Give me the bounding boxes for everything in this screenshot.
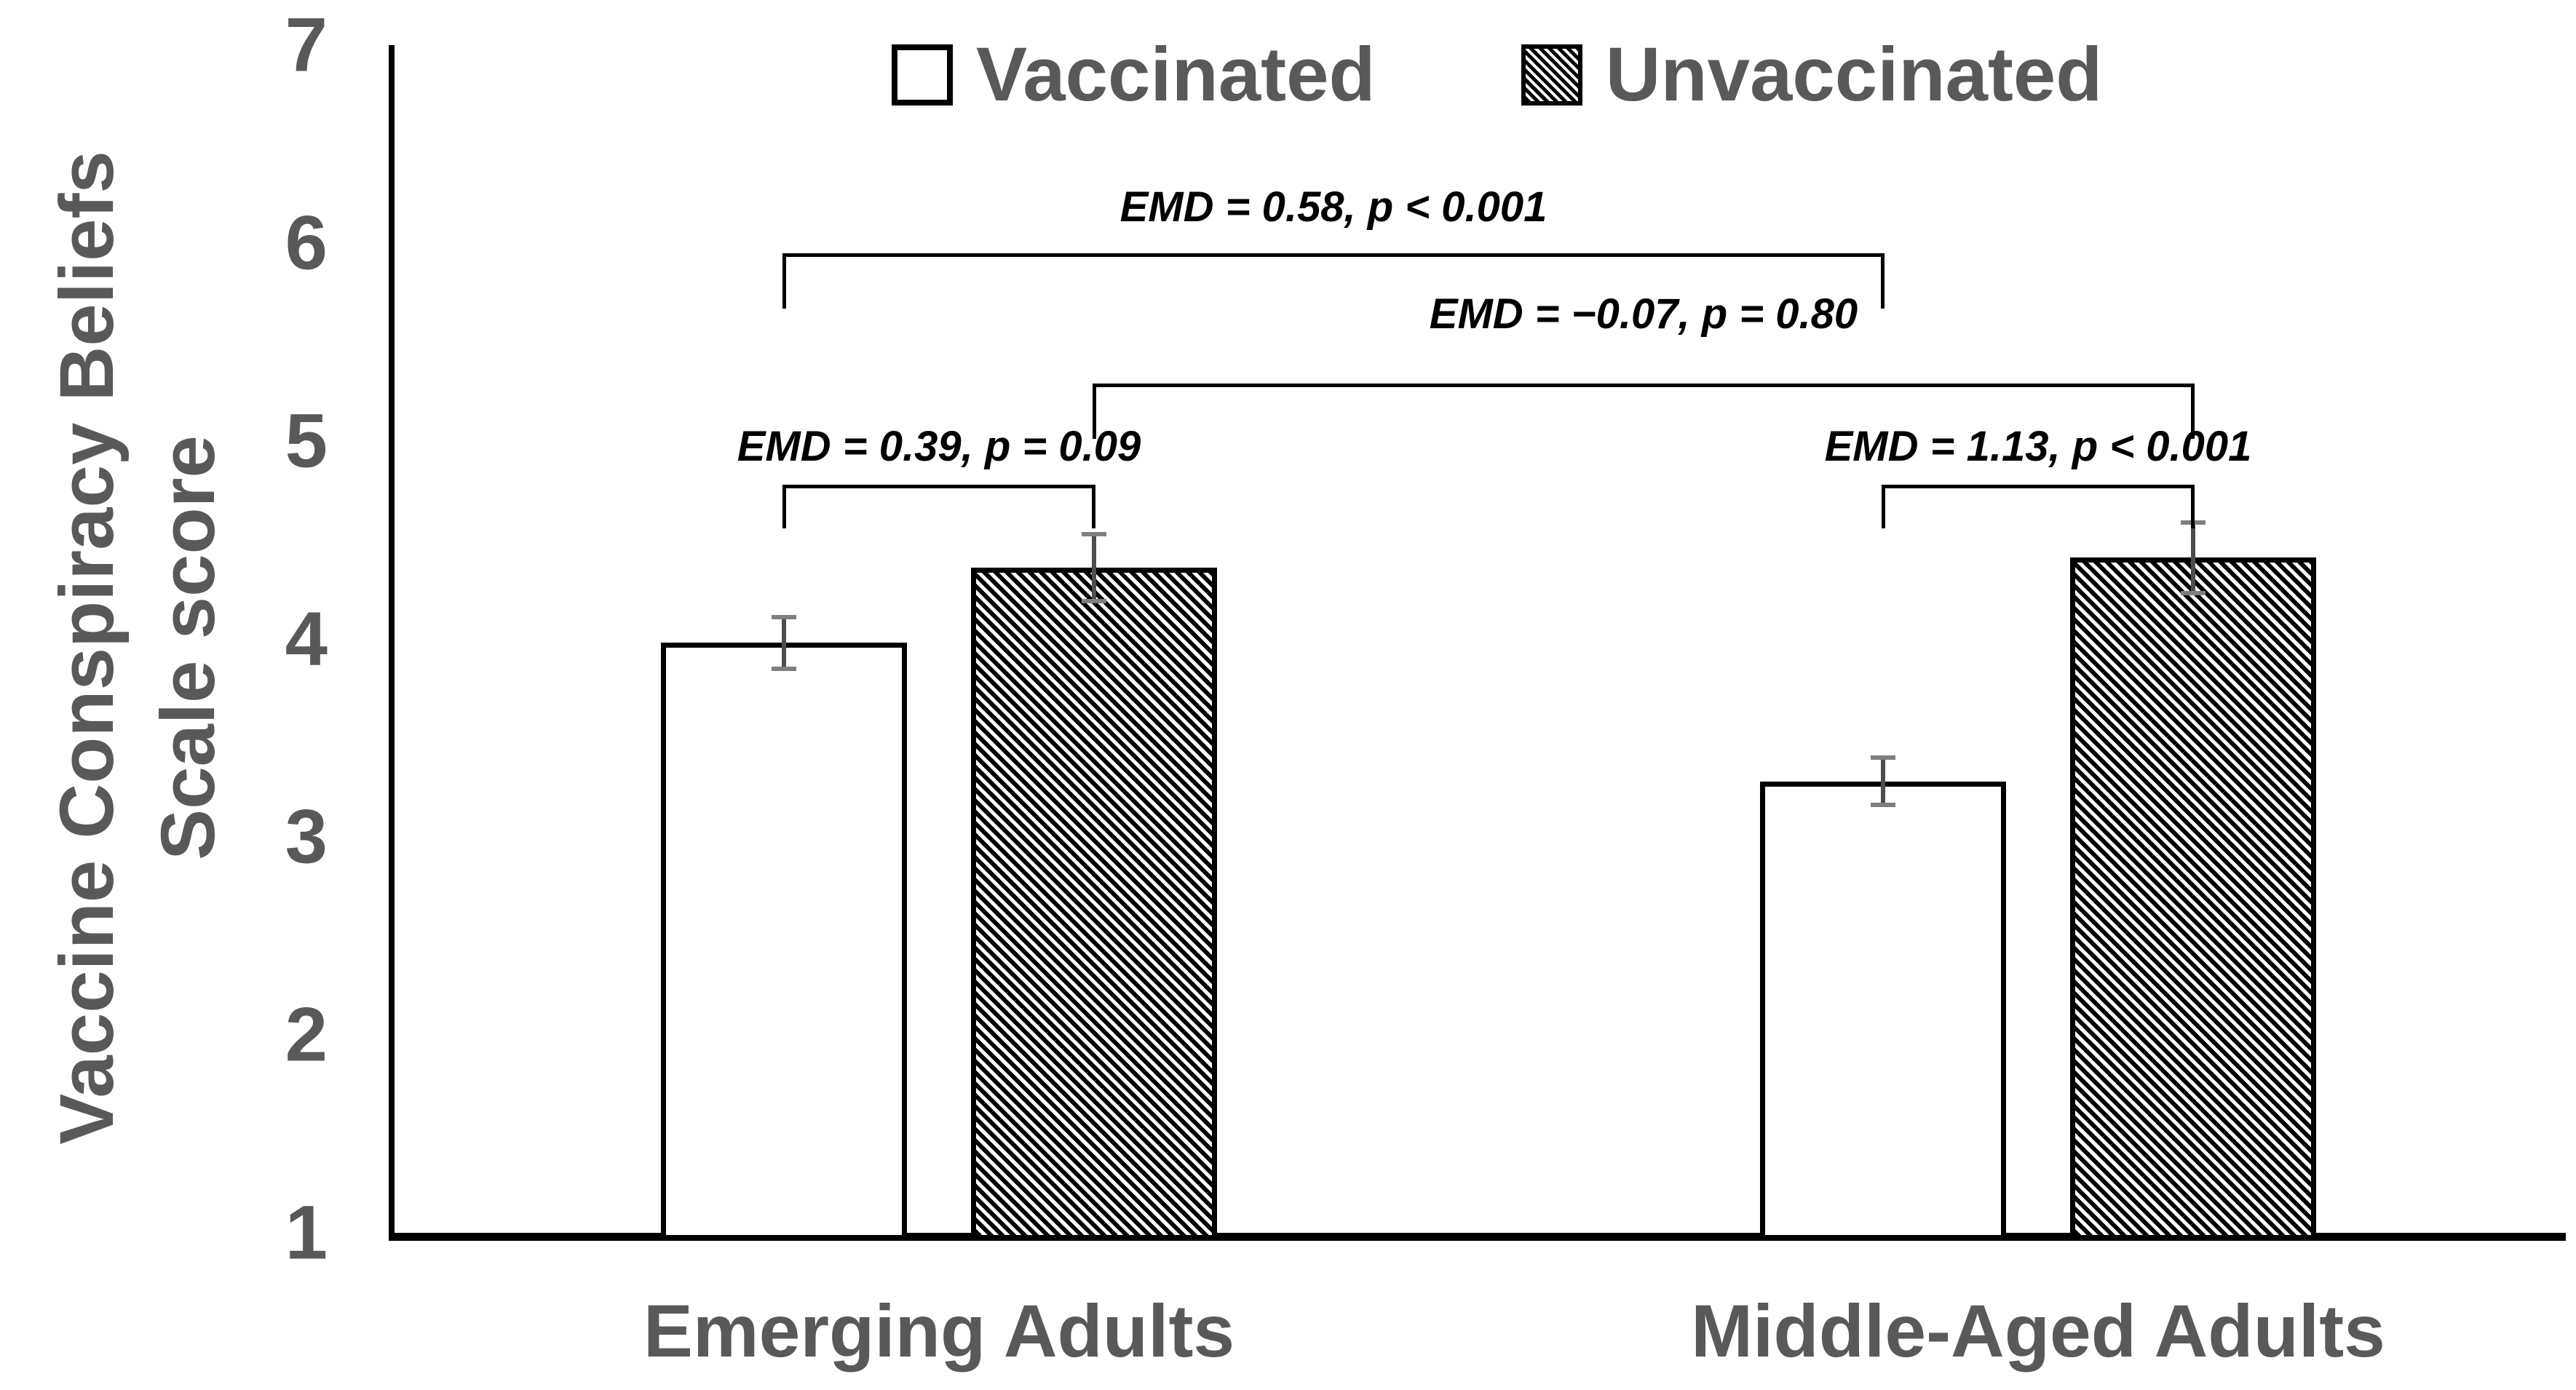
comparison-bracket-1 xyxy=(782,253,1885,309)
bar-vaccinated-middle-aged-adults xyxy=(1760,781,2006,1240)
comparison-label-3: EMD = 0.39, p = 0.09 xyxy=(737,423,1141,471)
error-bar-cap-bottom-unvaccinated-emerging-adults xyxy=(1082,599,1106,604)
bar-unvaccinated-emerging-adults xyxy=(971,568,1217,1240)
error-bar-cap-bottom-vaccinated-emerging-adults xyxy=(772,666,796,671)
legend-swatch-unvaccinated-icon xyxy=(1521,44,1582,106)
comparison-label-4: EMD = 1.13, p < 0.001 xyxy=(1824,423,2252,471)
legend-item-unvaccinated: Unvaccinated xyxy=(1521,32,2103,117)
error-bar-cap-bottom-vaccinated-middle-aged-adults xyxy=(1871,803,1895,808)
bar-unvaccinated-middle-aged-adults xyxy=(2070,557,2316,1240)
error-bar-cap-top-unvaccinated-emerging-adults xyxy=(1082,532,1106,537)
y-axis-line xyxy=(389,45,395,1241)
y-tick-label-1: 1 xyxy=(285,1190,328,1276)
legend-swatch-vaccinated-icon xyxy=(892,44,953,106)
error-bar-vaccinated-middle-aged-adults xyxy=(1881,755,1885,808)
y-tick-label-4: 4 xyxy=(285,596,328,682)
error-bar-vaccinated-emerging-adults xyxy=(782,615,786,671)
comparison-bracket-2 xyxy=(1093,384,2195,440)
error-bar-cap-top-vaccinated-emerging-adults xyxy=(772,615,796,620)
error-bar-unvaccinated-emerging-adults xyxy=(1092,532,1096,604)
category-label-emerging-adults: Emerging Adults xyxy=(643,1290,1235,1373)
y-tick-label-2: 2 xyxy=(285,992,328,1078)
y-tick-label-7: 7 xyxy=(285,2,328,88)
x-axis-line xyxy=(389,1233,2566,1241)
comparison-bracket-4 xyxy=(1882,484,2195,528)
error-bar-cap-top-vaccinated-middle-aged-adults xyxy=(1871,755,1895,760)
y-tick-label-3: 3 xyxy=(285,794,328,880)
error-bar-unvaccinated-middle-aged-adults xyxy=(2191,520,2195,596)
y-tick-label-6: 6 xyxy=(285,200,328,286)
legend: Vaccinated Unvaccinated xyxy=(892,29,2102,120)
error-bar-cap-bottom-unvaccinated-middle-aged-adults xyxy=(2181,591,2206,596)
comparison-label-2: EMD = −0.07, p = 0.80 xyxy=(1429,290,1858,338)
y-tick-label-5: 5 xyxy=(285,398,328,484)
legend-label-unvaccinated: Unvaccinated xyxy=(1605,32,2103,117)
bar-vaccinated-emerging-adults xyxy=(661,643,907,1240)
comparison-label-1: EMD = 0.58, p < 0.001 xyxy=(1119,183,1547,231)
legend-label-vaccinated: Vaccinated xyxy=(976,32,1376,117)
comparison-bracket-3 xyxy=(782,484,1095,528)
legend-item-vaccinated: Vaccinated xyxy=(892,36,1376,113)
category-label-middle-aged-adults: Middle-Aged Adults xyxy=(1691,1290,2385,1373)
